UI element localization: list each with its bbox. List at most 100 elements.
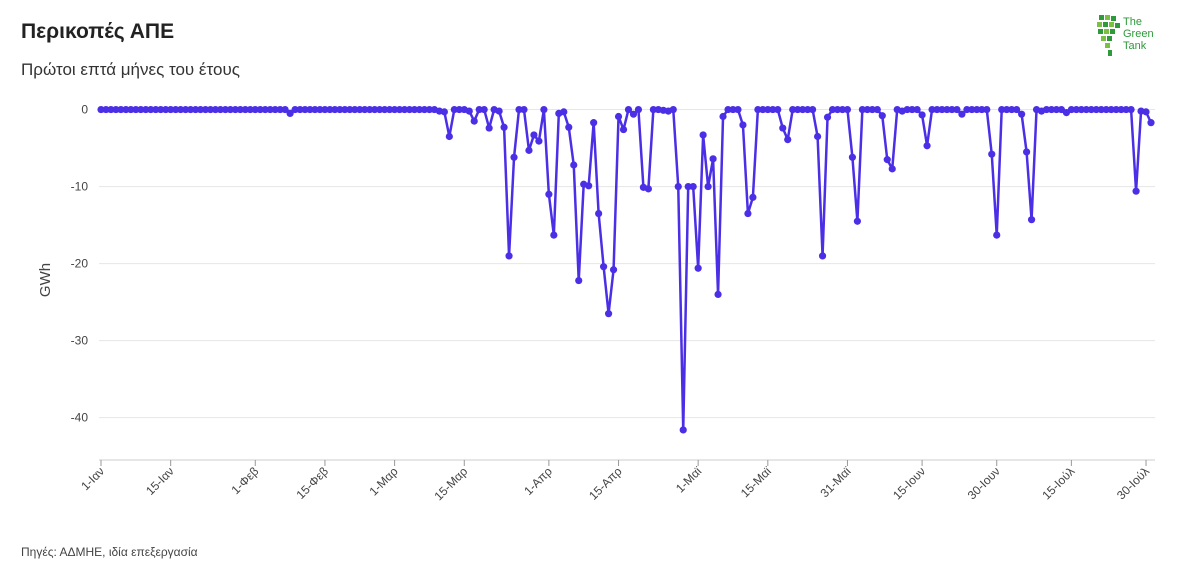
data-point [550,231,558,239]
data-point [823,113,832,121]
data-point [415,105,424,114]
data-point [933,105,941,114]
data-point [754,105,762,114]
grid-lines [99,109,1155,461]
data-point [1132,187,1140,195]
data-point [724,105,732,114]
data-point [1102,105,1110,114]
data-point [629,110,638,118]
data-point [958,110,966,118]
y-tick-label: 0 [81,103,88,117]
data-point [152,105,160,114]
x-tick-label: 15-Μαρ [431,464,470,503]
data-point [774,105,782,114]
data-point [938,105,946,114]
data-point [590,119,598,127]
data-point [789,105,797,114]
x-tick-label: 31-Μαϊ [818,464,854,500]
data-point [351,105,359,114]
chart-title: Περικοπές ΑΠΕ [21,20,175,43]
source-note: Πηγές: ΑΔΜΗΕ, ιδία επεξεργασία [21,545,198,559]
data-point [993,231,1001,239]
x-tick-label: 1-Απρ [521,464,555,498]
data-point [863,105,871,114]
x-tick-label: 1-Ιαν [78,464,107,493]
data-point [903,105,911,114]
data-point [1018,110,1026,118]
data-point [744,209,752,218]
data-point [669,105,677,114]
data-point [520,105,528,114]
data-point [764,105,772,114]
data-point [1072,105,1080,114]
data-point [196,105,205,114]
data-point [241,105,249,114]
data-point [306,105,314,114]
data-point [873,105,881,114]
data-point [445,132,453,141]
data-point [1127,105,1135,114]
series-line [99,108,1153,432]
x-tick-label: 15-Φεβ [293,464,331,502]
data-point [276,105,284,114]
data-point [366,105,374,114]
data-point [813,132,822,141]
line-chart: 0 -10 -20 -30 -40 1-Ιαν 15-Ιαν 1-Φεβ 15-Φεβ 1-Μα… [37,103,1155,503]
data-point [500,123,508,131]
data-point [1122,105,1130,114]
data-point [1052,105,1061,114]
data-point [386,105,394,114]
data-point [585,182,593,190]
data-point [858,105,866,114]
data-point [1117,105,1125,114]
data-point [236,105,244,114]
data-point [356,105,364,114]
data-point [142,105,150,114]
data-point [341,105,349,114]
data-point [644,185,652,193]
data-point [321,105,329,114]
y-tick-label: -30 [71,334,89,348]
data-point [560,108,568,116]
data-point [540,105,548,114]
data-point [679,426,687,434]
data-point [112,105,120,114]
data-point [614,112,623,121]
data-point [122,105,130,114]
data-point [346,105,354,114]
data-point [734,105,742,114]
data-point [331,105,339,114]
data-point [221,105,230,114]
data-point [565,123,573,131]
data-point [799,105,807,114]
data-point [157,105,165,114]
x-tick-label: 30-Ιουν [965,464,1003,502]
data-point [769,105,777,114]
data-point [719,112,727,121]
x-tick-label: 1-Μαρ [366,464,400,498]
data-point [918,111,926,119]
data-point [828,105,837,114]
data-point [376,105,384,114]
data-point [186,105,195,114]
data-point [261,105,269,114]
data-point [1013,105,1021,114]
data-point [1107,105,1115,114]
data-point [455,105,463,114]
data-point [137,105,145,114]
data-point [405,105,414,114]
data-point [689,182,697,191]
x-axis-ticks: 1-Ιαν 15-Ιαν 1-Φεβ 15-Φεβ 1-Μαρ 15-Μαρ 1-Απρ 15… [78,460,1152,503]
data-point [609,266,618,274]
data-point [1112,105,1120,114]
data-point [251,105,259,114]
x-tick-label: 15-Ιουν [890,464,928,502]
data-point [475,105,483,114]
data-point [998,105,1006,114]
data-point [570,161,578,169]
logo-text-line: The [1123,16,1142,28]
data-point [480,105,488,114]
data-point [634,105,643,114]
data-point [1142,108,1150,116]
data-point [818,252,827,260]
